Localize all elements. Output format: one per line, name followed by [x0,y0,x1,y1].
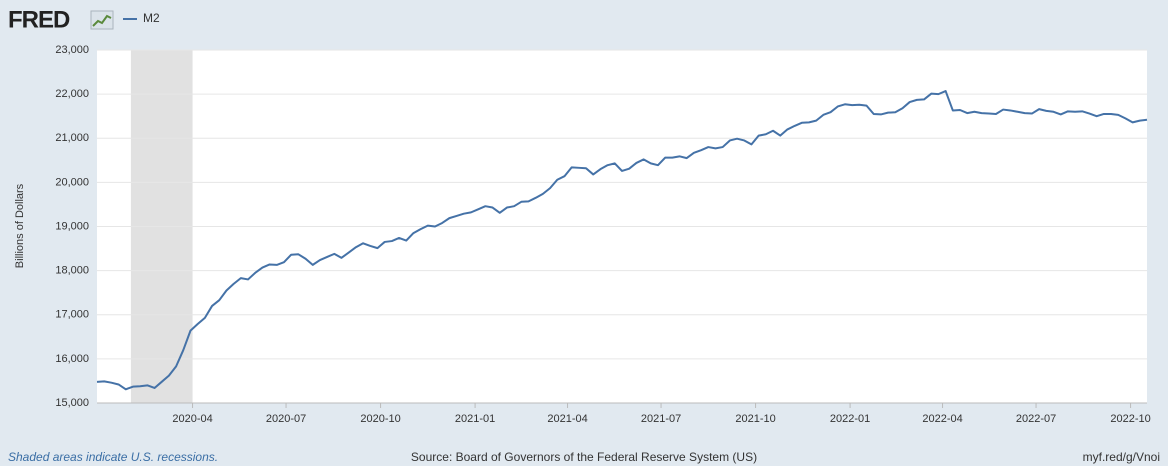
x-tick-label: 2021-01 [455,413,495,425]
fred-logo[interactable]: FRED [8,6,114,33]
x-tick-label: 2022-04 [922,413,962,425]
y-tick-label: 19,000 [55,220,89,232]
y-tick-label: 22,000 [55,88,89,100]
y-tick-label: 20,000 [55,176,89,188]
x-tick-label: 2020-04 [172,413,212,425]
logo-icon [90,10,114,30]
series-line [96,90,1148,391]
x-tick-label: 2021-10 [735,413,775,425]
y-tick-label: 17,000 [55,309,89,321]
y-tick-label: 21,000 [55,132,89,144]
y-tick-label: 15,000 [55,397,89,409]
short-link[interactable]: myf.red/g/Vnoi [1083,450,1160,464]
x-tick-label: 2022-01 [830,413,870,425]
y-axis-label: Billions of Dollars [14,183,26,268]
x-tick-label: 2022-07 [1016,413,1056,425]
logo-icon-line [92,14,112,27]
logo-text: FRED [8,6,70,33]
source: Source: Board of Governors of the Federa… [411,450,757,464]
x-tick-label: 2021-04 [547,413,587,425]
x-tick-label: 2020-10 [360,413,400,425]
y-tick-label: 18,000 [55,265,89,277]
y-tick-label: 16,000 [55,353,89,365]
y-tick-label: 23,000 [55,44,89,56]
x-tick-label: 2020-07 [266,413,306,425]
recession-note[interactable]: Shaded areas indicate U.S. recessions. [8,450,218,464]
x-tick-label: 2021-07 [641,413,681,425]
x-tick-label: 2022-10 [1110,413,1150,425]
legend-label: M2 [143,11,160,25]
